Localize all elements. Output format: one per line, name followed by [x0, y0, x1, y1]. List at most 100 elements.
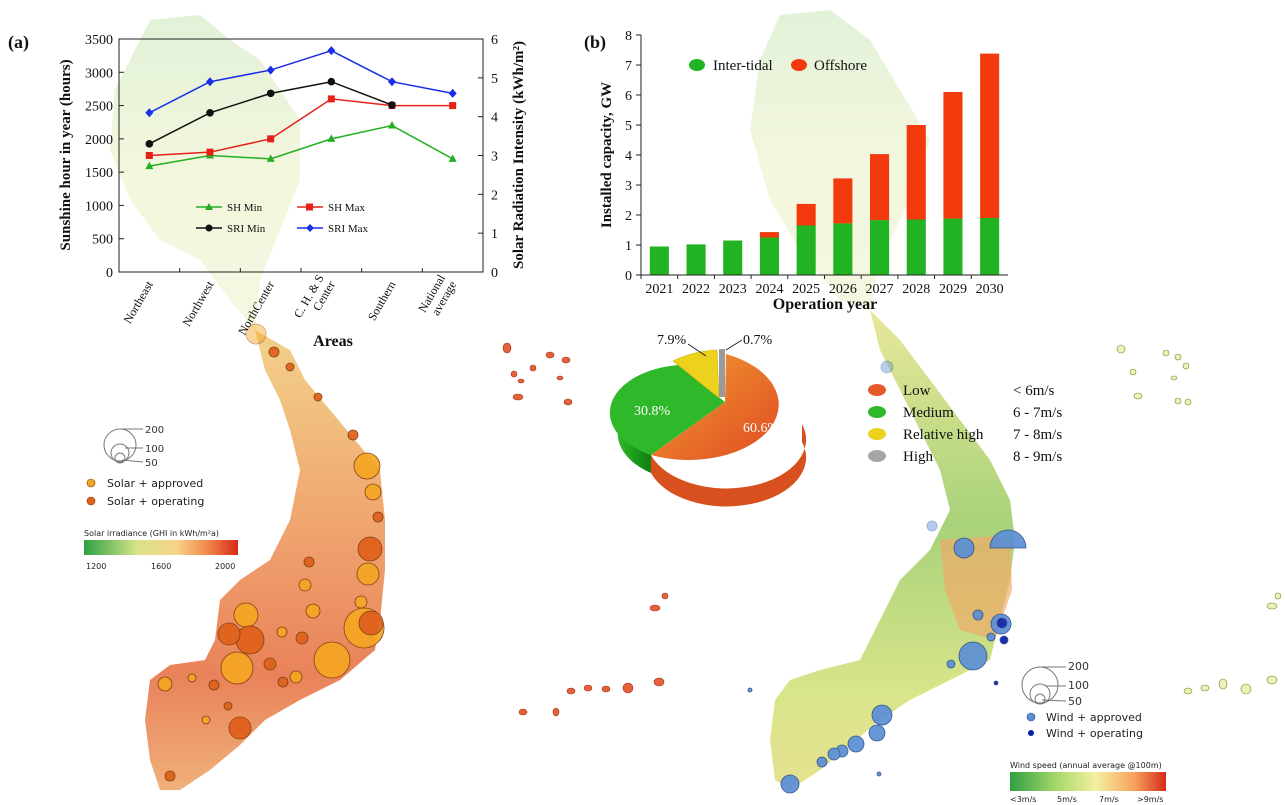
y2-tick-label: 1: [491, 227, 498, 242]
data-point-sh-min: [388, 121, 396, 129]
y-tick-label: 3500: [85, 33, 113, 48]
y-tick-label: 1500: [85, 166, 113, 181]
solar-size-label-50: 50: [145, 458, 158, 469]
x-tick-label: 2024: [755, 282, 783, 297]
bar-inter-tidal: [759, 237, 779, 275]
capacity-ylabel: Installed capacity, GW: [599, 82, 615, 228]
bar-offshore: [943, 92, 963, 219]
sunshine-xlabel: Areas: [313, 333, 353, 350]
pie-label-high: 0.7%: [743, 333, 773, 348]
wind-share-pie: 60.6% 30.8% 7.9% 0.7% Low < 6m/s Medium …: [609, 333, 1062, 507]
bar-offshore: [980, 53, 1000, 218]
data-point-sh-max: [449, 102, 457, 110]
data-point-sh-min: [448, 154, 457, 162]
y-tick-label: 8: [625, 29, 632, 44]
pie-legend-relative-high-range: 7 - 8m/s: [1013, 427, 1062, 443]
solar-legend-approved-dot: [86, 478, 96, 488]
wind-scale-tick-5: 5m/s: [1057, 795, 1077, 804]
solar-map-land: [145, 330, 385, 790]
x-tick-label: 2028: [902, 282, 930, 297]
bar-offshore: [833, 178, 853, 224]
sunshine-legend: SH Min SH Max SRI Min SRI Max: [196, 202, 369, 235]
wind-scale-tick-9: >9m/s: [1137, 795, 1163, 804]
capacity-x-axis: 2021 2022 2023 2024 2025 2026 2027 2028 2029 2030: [640, 275, 1004, 297]
sunshine-series: [145, 46, 457, 170]
bar-inter-tidal: [649, 246, 669, 275]
y2-tick-label: 2: [491, 188, 498, 203]
pie-side-medium: [617, 400, 651, 473]
data-point-sh-max: [327, 95, 335, 103]
wind-size-label-200: 200: [1068, 660, 1089, 673]
solar-offshore-islands: [502, 342, 669, 717]
x-tick-label: 2027: [866, 282, 894, 297]
solar-scale-tick-2000: 2000: [215, 562, 235, 571]
wind-scale-tick-7: 7m/s: [1099, 795, 1119, 804]
x-tick-label: 2021: [645, 282, 673, 297]
wind-map-land: [770, 310, 1015, 790]
y-tick-label: 2500: [85, 100, 113, 115]
pie-high-side: [719, 349, 725, 397]
data-point-sri-min: [327, 77, 336, 86]
capacity-y-axis: 0 1 2 3 4 5 6 7 8: [625, 29, 641, 284]
x-tick-label: Southern: [365, 279, 399, 324]
y2-tick-label: 0: [491, 266, 498, 281]
bar-inter-tidal: [943, 218, 963, 275]
sunshine-left-axis: 0 500 1000 1500 2000 2500 3000 3500: [85, 33, 124, 281]
wind-scale-tick-3: <3m/s: [1010, 795, 1036, 804]
solar-scale-bar: [84, 540, 238, 555]
y-tick-label: 2000: [85, 133, 113, 148]
capacity-xlabel: Operation year: [773, 296, 877, 313]
bar-offshore: [870, 154, 890, 221]
wind-size-legend: [1021, 666, 1067, 705]
solar-scale-tick-1200: 1200: [86, 562, 106, 571]
y2-tick-label: 6: [491, 33, 498, 48]
wind-size-label-50: 50: [1068, 695, 1082, 708]
legend-sh-max: SH Max: [328, 202, 365, 214]
x-tick-label: 2030: [976, 282, 1004, 297]
data-point-sri-min: [206, 108, 214, 117]
capacity-legend: Inter-tidal Offshore: [689, 58, 867, 74]
data-point-sri-min: [388, 101, 396, 109]
legend-sri-min: SRI Min: [227, 223, 266, 235]
bar-inter-tidal: [870, 220, 890, 275]
data-point-sri-max: [266, 65, 275, 75]
solar-size-legend: [103, 428, 144, 464]
wind-legend-approved-dot: [1026, 712, 1036, 722]
bar-offshore: [906, 125, 926, 220]
bar-offshore: [796, 203, 816, 226]
data-point-sh-min: [145, 161, 154, 170]
y2-tick-label: 3: [491, 150, 498, 165]
sunshine-ylabel2: Solar Radiation Intensity (kWh/m²): [511, 41, 527, 269]
data-point-sh-max: [267, 135, 275, 143]
data-point-sri-max: [206, 77, 214, 87]
legend-inter-tidal: Inter-tidal: [713, 58, 773, 74]
y-tick-label: 3: [625, 179, 632, 194]
y-tick-label: 3000: [85, 66, 113, 81]
series-line-sh-min: [149, 124, 454, 167]
pie-legend: Low < 6m/s Medium 6 - 7m/s Relative high…: [868, 383, 1062, 465]
solar-map: 200 1 0 0 50 Solar + approved Solar + oper…: [84, 15, 669, 790]
solar-map-north-land: [110, 15, 300, 330]
pie-leader-high: [725, 339, 743, 351]
solar-legend-approved: Solar + approved: [107, 477, 203, 490]
wind-map-high-zone: [940, 535, 1012, 640]
x-tick-label: Northwest: [179, 278, 216, 329]
y-tick-label: 0: [625, 269, 632, 284]
pie-legend-medium: Medium: [903, 405, 954, 421]
solar-legend-operating: Solar + operating: [107, 495, 204, 508]
solar-scale-tick-1600: 1600: [151, 562, 171, 571]
y-tick-label: 7: [625, 59, 632, 74]
y-tick-label: 5: [625, 119, 632, 134]
solar-size-label-200: 200: [145, 425, 164, 436]
bar-inter-tidal: [980, 218, 1000, 275]
data-point-sri-min: [266, 89, 275, 98]
sunshine-x-axis: Northeast Northwest NorthCenter C. H. & SCe…: [118, 268, 459, 337]
sunshine-right-axis: 0 1 2 3 4 5 6: [478, 33, 498, 281]
pie-slice-low: [651, 354, 779, 461]
data-point-sri-max: [327, 46, 336, 56]
x-tick-label: 2022: [682, 282, 710, 297]
y-tick-label: 500: [92, 233, 113, 248]
pie-legend-low-range: < 6m/s: [1013, 383, 1055, 399]
wind-legend-approved: Wind + approved: [1046, 711, 1142, 724]
